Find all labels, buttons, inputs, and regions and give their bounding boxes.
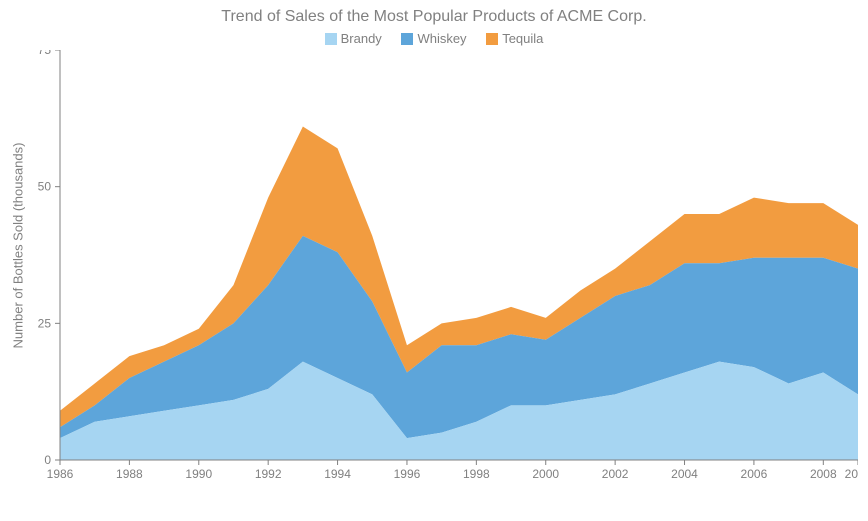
legend-item-tequila: Tequila: [486, 30, 543, 46]
legend-label-whiskey: Whiskey: [417, 31, 466, 46]
y-tick-label: 0: [44, 453, 51, 467]
x-tick-label: 1988: [116, 467, 143, 481]
plot-svg: 0 25 50 75 1986 1988 1990 1992 1994 1996 1998 2000 2…: [25, 50, 858, 490]
x-tick-label: 1986: [47, 467, 74, 481]
legend-swatch-tequila: [486, 33, 498, 45]
x-tick-label: 2009: [845, 467, 858, 481]
legend-swatch-brandy: [325, 33, 337, 45]
x-tick-label: 2002: [602, 467, 629, 481]
x-tick-label: 1994: [324, 467, 351, 481]
x-tick-label: 2004: [671, 467, 698, 481]
legend-item-brandy: Brandy: [325, 30, 382, 46]
y-tick-label: 75: [38, 50, 52, 57]
x-tick-label: 2008: [810, 467, 837, 481]
legend-label-tequila: Tequila: [502, 31, 543, 46]
legend-swatch-whiskey: [401, 33, 413, 45]
chart-legend: Brandy Whiskey Tequila: [0, 30, 868, 46]
plot-area: 0255075198619881990199219941996199820002…: [60, 50, 858, 490]
chart-title: Trend of Sales of the Most Popular Produ…: [0, 8, 868, 26]
x-tick-label: 1996: [394, 467, 421, 481]
x-tick-label: 1992: [255, 467, 282, 481]
x-tick-label: 2000: [532, 467, 559, 481]
x-tick-label: 1998: [463, 467, 490, 481]
y-tick-label: 50: [38, 180, 52, 194]
sales-area-chart: Trend of Sales of the Most Popular Produ…: [0, 0, 868, 521]
x-tick-label: 1990: [185, 467, 212, 481]
y-tick-label: 25: [38, 316, 52, 330]
legend-item-whiskey: Whiskey: [401, 30, 466, 46]
x-tick-label: 2006: [741, 467, 768, 481]
legend-label-brandy: Brandy: [341, 31, 382, 46]
